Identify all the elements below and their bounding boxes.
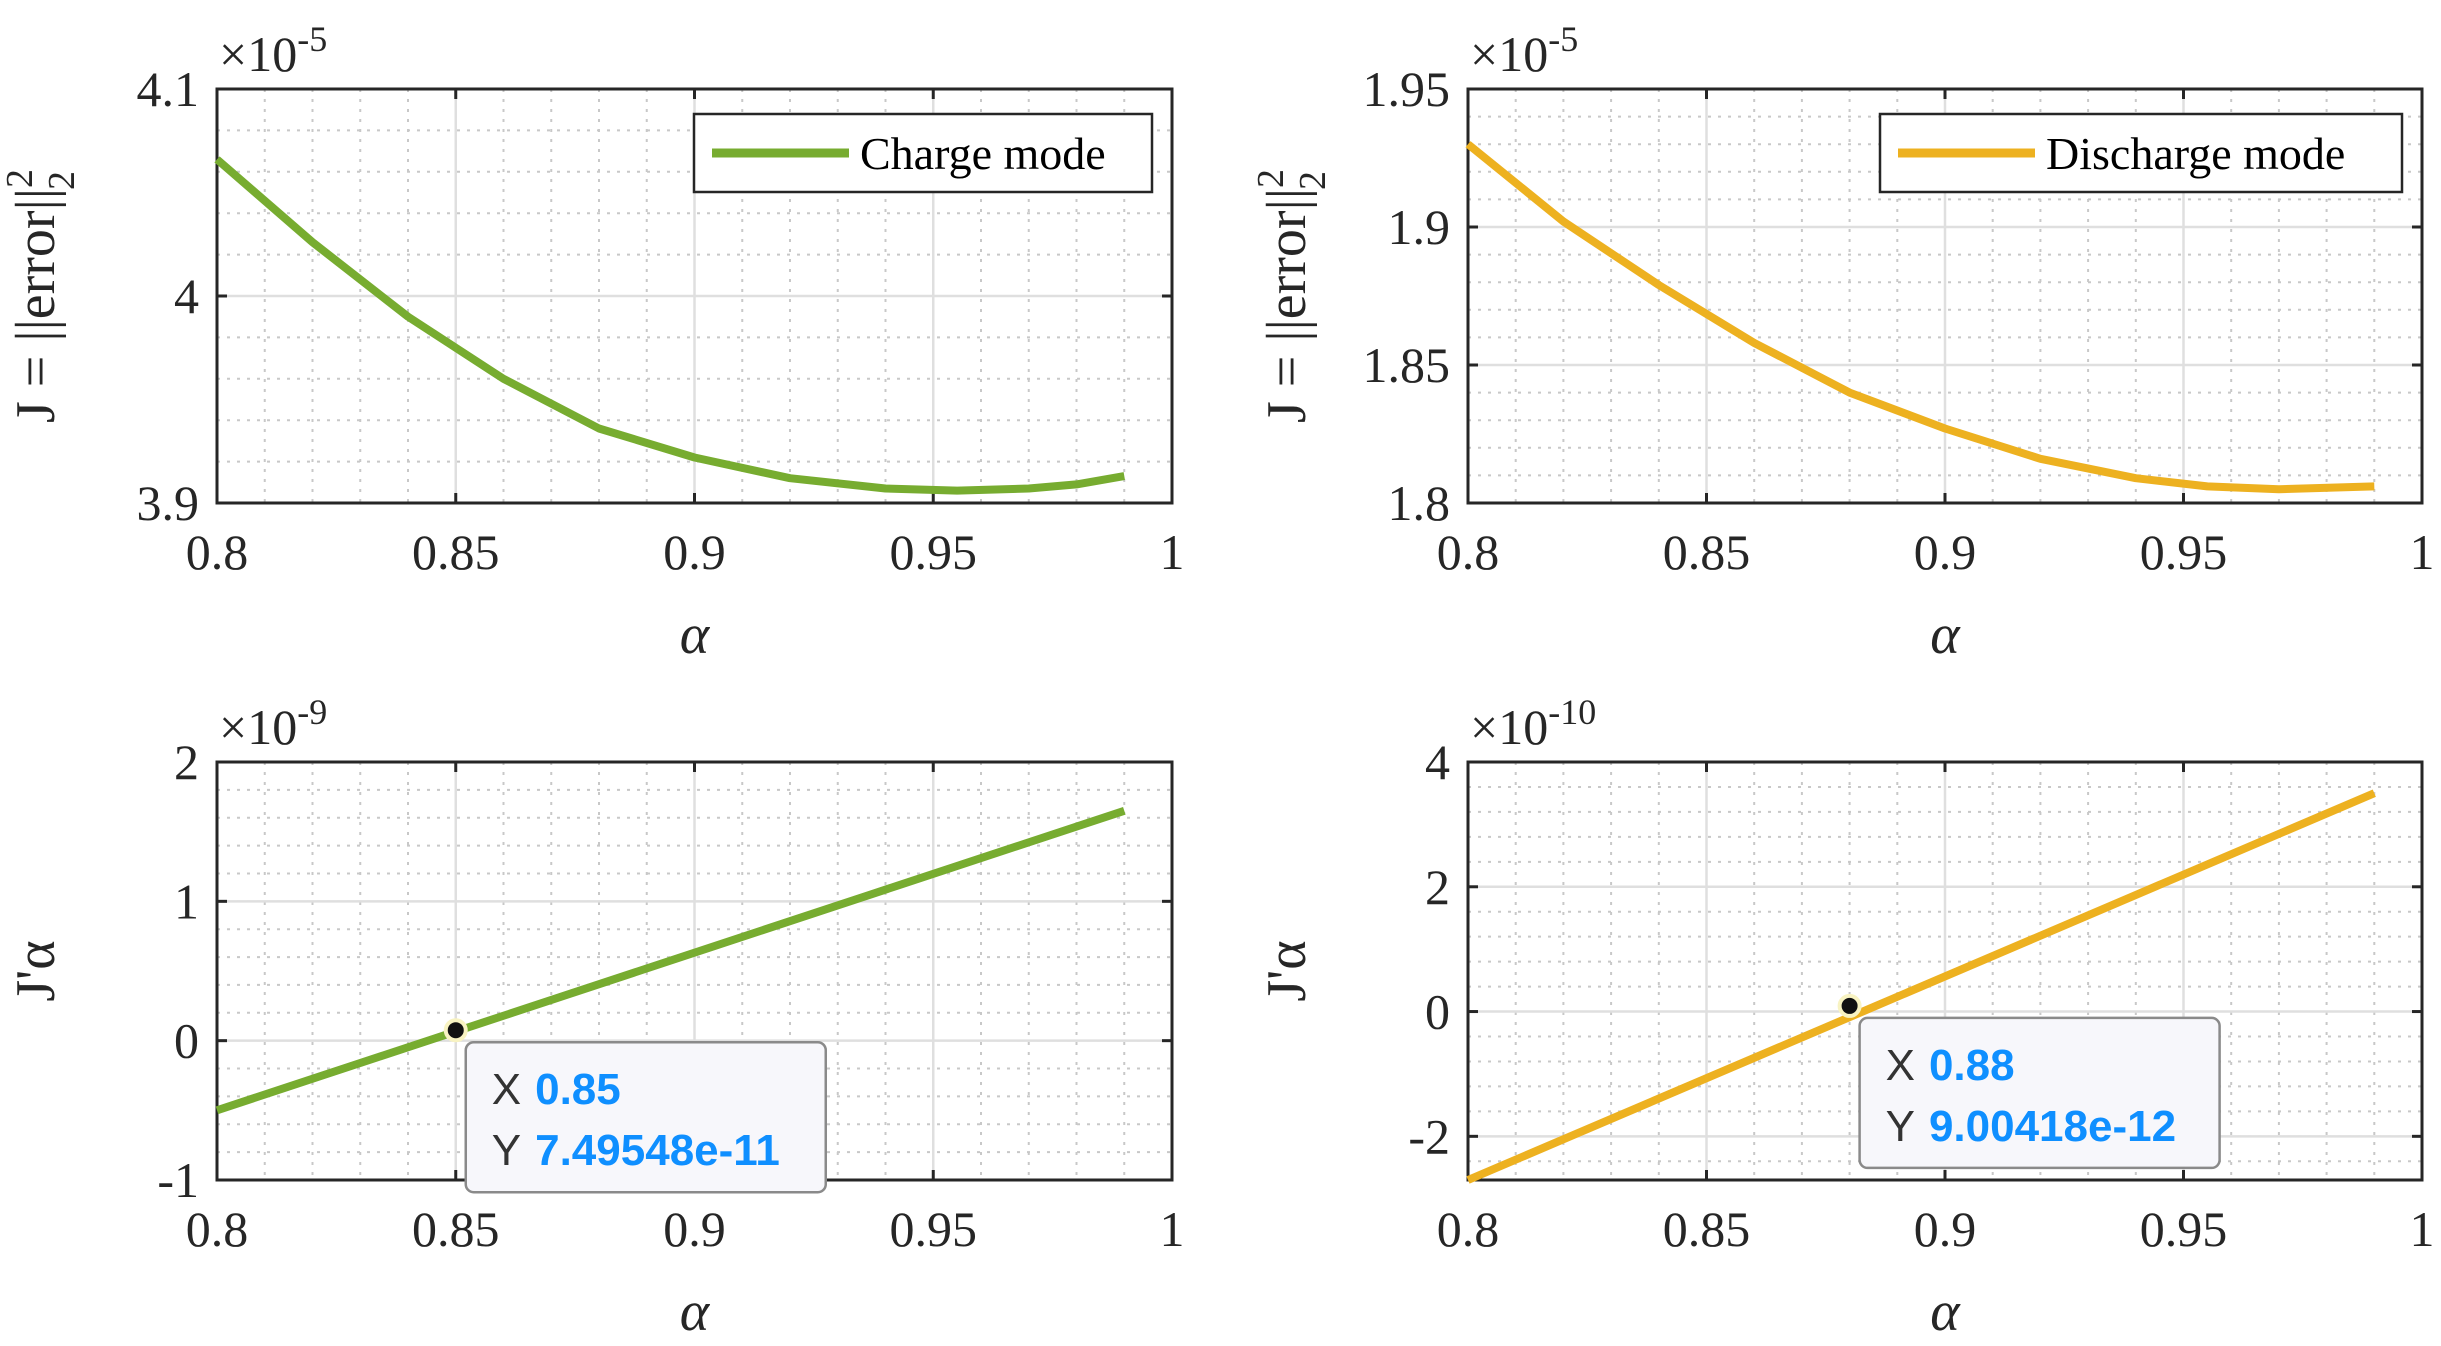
y-tick-label: 1.9 bbox=[1388, 199, 1451, 255]
x-tick-label: 0.9 bbox=[663, 524, 726, 580]
y-tick-label: -2 bbox=[1408, 1108, 1450, 1164]
exponent-power: -10 bbox=[1548, 692, 1596, 732]
y-tick-label: 0 bbox=[174, 1013, 199, 1069]
datatip-box bbox=[1858, 1016, 2221, 1170]
y-tick-label: 2 bbox=[174, 734, 199, 790]
y-axis-label: J = ||error||22 bbox=[0, 169, 83, 423]
y-axis-label: J'α bbox=[5, 940, 67, 1001]
y-axis-label-sub: 2 bbox=[41, 171, 83, 190]
x-tick-label: 0.8 bbox=[186, 524, 249, 580]
series-line bbox=[1466, 789, 2376, 1184]
x-tick-label: 0.9 bbox=[1914, 1201, 1977, 1257]
x-tick-label: 0.8 bbox=[1437, 1201, 1500, 1257]
datatip-x-key: X bbox=[1886, 1041, 1915, 1090]
datatip-y-key: Y bbox=[492, 1126, 521, 1175]
datatip-row-x: X 0.88 bbox=[1886, 1041, 2015, 1090]
y-tick-label: 1.85 bbox=[1363, 337, 1451, 393]
x-tick-label: 1 bbox=[1160, 1201, 1185, 1257]
datatip-x-key: X bbox=[492, 1065, 521, 1114]
x-tick-label: 0.85 bbox=[1663, 524, 1751, 580]
exponent-power: -5 bbox=[297, 19, 327, 59]
y-axis-label-sup: 2 bbox=[1250, 169, 1292, 188]
x-tick-label: 0.95 bbox=[2140, 524, 2228, 580]
legend-label: Discharge mode bbox=[2046, 128, 2345, 179]
exponent-base: ×10 bbox=[1470, 699, 1548, 755]
x-tick-label: 0.8 bbox=[186, 1201, 249, 1257]
datatip-box bbox=[464, 1040, 827, 1194]
x-axis-label: α bbox=[1930, 604, 1961, 666]
y-tick-label: 2 bbox=[1425, 859, 1450, 915]
legend: Discharge mode bbox=[1878, 112, 2404, 194]
exponent-label: ×10-5 bbox=[1470, 19, 1578, 82]
datatip-y-value: 7.49548e-11 bbox=[535, 1126, 780, 1175]
x-tick-label: 0.8 bbox=[1437, 524, 1500, 580]
x-tick-label: 1 bbox=[2410, 524, 2435, 580]
series-line bbox=[215, 807, 1126, 1115]
legend: Charge mode bbox=[692, 112, 1154, 194]
exponent-label: ×10-10 bbox=[1470, 692, 1596, 755]
x-tick-label: 1 bbox=[2410, 1201, 2435, 1257]
y-axis-label-sup: 2 bbox=[0, 169, 41, 188]
y-tick-label: 1.8 bbox=[1388, 475, 1451, 531]
x-tick-label: 0.9 bbox=[663, 1201, 726, 1257]
y-tick-label: -1 bbox=[157, 1152, 199, 1208]
x-tick-label: 0.85 bbox=[412, 1201, 500, 1257]
datatip-x-value: 0.85 bbox=[535, 1065, 621, 1114]
x-tick-label: 0.95 bbox=[890, 524, 978, 580]
datatip-y-key: Y bbox=[1886, 1102, 1915, 1151]
x-tick-label: 1 bbox=[1160, 524, 1185, 580]
x-tick-label: 0.95 bbox=[890, 1201, 978, 1257]
exponent-power: -5 bbox=[1548, 19, 1578, 59]
datatip[interactable]: X 0.85 Y 7.49548e-11 bbox=[443, 1018, 827, 1194]
discharge-cost-panel: 0.8 0.85 0.9 0.95 1 1.8 1.85 1.9 1.95 ×10-5 α J = |… bbox=[1250, 19, 2435, 666]
datatip-marker[interactable] bbox=[1841, 997, 1858, 1014]
y-tick-label: 3.9 bbox=[137, 475, 200, 531]
datatip-marker[interactable] bbox=[447, 1022, 464, 1039]
y-tick-label: 4 bbox=[1425, 734, 1450, 790]
y-tick-label: 1.95 bbox=[1363, 61, 1451, 117]
datatip-row-y: Y 9.00418e-12 bbox=[1886, 1102, 2176, 1151]
datatip-row-y: Y 7.49548e-11 bbox=[492, 1126, 780, 1175]
exponent-label: ×10-9 bbox=[219, 692, 327, 755]
x-axis-label: α bbox=[680, 1281, 711, 1341]
y-axis-label-sub: 2 bbox=[1292, 171, 1334, 190]
exponent-base: ×10 bbox=[219, 26, 297, 82]
y-axis-label: J'α bbox=[1256, 940, 1318, 1001]
y-axis-label-main: J = ||error|| bbox=[5, 188, 67, 423]
datatip-x-value: 0.88 bbox=[1929, 1041, 2015, 1090]
x-axis-label: α bbox=[680, 604, 711, 666]
x-tick-label: 0.85 bbox=[1663, 1201, 1751, 1257]
x-tick-label: 0.9 bbox=[1914, 524, 1977, 580]
x-tick-label: 0.95 bbox=[2140, 1201, 2228, 1257]
x-axis-label: α bbox=[1930, 1281, 1961, 1341]
exponent-label: ×10-5 bbox=[219, 19, 327, 82]
datatip-y-value: 9.00418e-12 bbox=[1929, 1102, 2176, 1151]
y-axis-label-main: J = ||error|| bbox=[1256, 188, 1318, 423]
discharge-derivative-panel: 0.8 0.85 0.9 0.95 1 -2 0 2 4 ×10-10 α J'α X 0.88 Y 9.00… bbox=[1256, 692, 2435, 1343]
y-tick-label: 4 bbox=[174, 268, 199, 324]
datatip-row-x: X 0.85 bbox=[492, 1065, 621, 1114]
exponent-base: ×10 bbox=[219, 699, 297, 755]
x-tick-label: 0.85 bbox=[412, 524, 500, 580]
series-line bbox=[1465, 141, 2375, 494]
y-axis-label: J = ||error||22 bbox=[1250, 169, 1334, 423]
charge-derivative-panel: 0.8 0.85 0.9 0.95 1 -1 0 1 2 ×10-9 α J'α X 0.85 Y 7.495… bbox=[5, 692, 1185, 1343]
series-line bbox=[214, 156, 1125, 495]
y-tick-label: 4.1 bbox=[137, 61, 200, 117]
y-tick-label: 0 bbox=[1425, 984, 1450, 1040]
datatip[interactable]: X 0.88 Y 9.00418e-12 bbox=[1837, 993, 2221, 1170]
exponent-power: -9 bbox=[297, 692, 327, 732]
legend-label: Charge mode bbox=[860, 128, 1106, 179]
charge-cost-panel: 0.8 0.85 0.9 0.95 1 3.9 4 4.1 ×10-5 α J = ||error|… bbox=[0, 19, 1185, 666]
exponent-base: ×10 bbox=[1470, 26, 1548, 82]
y-tick-label: 1 bbox=[174, 873, 199, 929]
